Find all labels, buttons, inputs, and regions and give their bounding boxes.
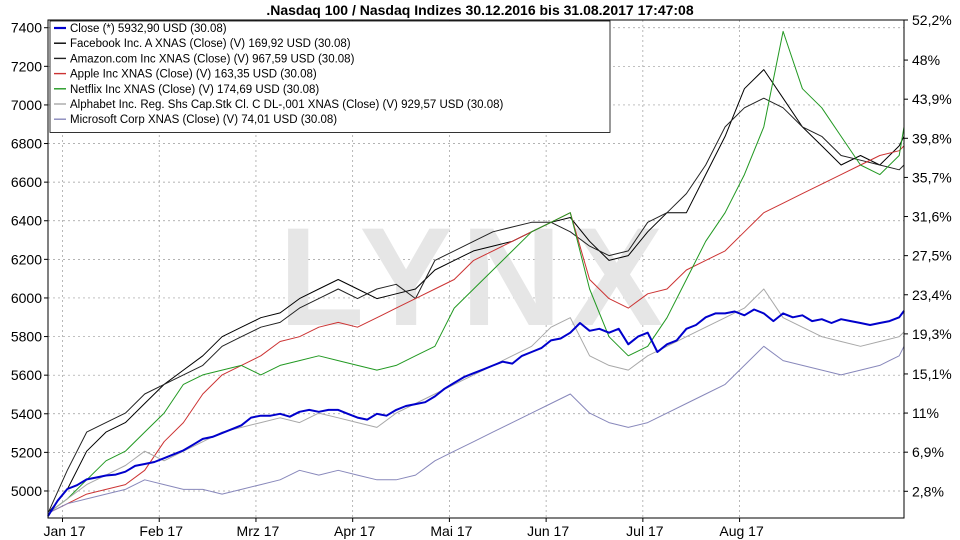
series-line	[47, 69, 905, 514]
legend: Close (*) 5932,90 USD (30.08) Facebook In…	[49, 20, 611, 133]
x-tick-label: Apr 17	[334, 523, 375, 539]
plot-frame	[47, 19, 905, 519]
x-tick-label: Mai 17	[430, 523, 472, 539]
legend-label: Amazon.com Inc XNAS (Close) (V) 967,59 U…	[70, 53, 355, 65]
left-axis: 5000 5200 5400 5600 5800 6000 6200 6400 6600 6800…	[11, 20, 48, 499]
left-tick-label: 6800	[11, 136, 42, 152]
x-tick-label: Jul 17	[626, 523, 664, 539]
series-line	[47, 345, 905, 514]
right-tick-label: 39,8%	[912, 130, 952, 146]
series-lines	[47, 30, 905, 517]
left-tick-label: 7000	[11, 97, 42, 113]
left-tick-label: 7200	[11, 58, 42, 74]
right-tick-label: 52,2%	[912, 12, 952, 28]
left-tick-label: 5000	[11, 483, 42, 499]
gridlines	[48, 20, 904, 518]
chart-title: .Nasdaq 100 / Nasdaq Indizes 30.12.2016 …	[266, 2, 693, 18]
right-tick-label: 31,6%	[912, 209, 952, 225]
x-tick-label: Mrz 17	[237, 523, 280, 539]
left-tick-label: 6000	[11, 290, 42, 306]
legend-label: Apple Inc XNAS (Close) (V) 163,35 USD (3…	[70, 69, 317, 81]
left-tick-label: 5600	[11, 367, 42, 383]
right-tick-label: 15,1%	[912, 366, 952, 382]
legend-label: Microsoft Corp XNAS (Close) (V) 74,01 US…	[70, 114, 337, 126]
right-tick-label: 43,9%	[912, 91, 952, 107]
legend-label: Alphabet Inc. Reg. Shs Cap.Stk Cl. C DL-…	[70, 99, 504, 111]
legend-label: Close (*) 5932,90 USD (30.08)	[70, 23, 227, 35]
right-tick-label: 27,5%	[912, 248, 952, 264]
right-tick-label: 48%	[912, 52, 940, 68]
left-tick-label: 7400	[11, 20, 42, 36]
left-tick-label: 5200	[11, 444, 42, 460]
series-line	[47, 30, 905, 514]
left-tick-label: 5400	[11, 406, 42, 422]
x-axis: Jan 17 Feb 17 Mrz 17 Apr 17 Mai 17 Jun 17 Jul …	[43, 518, 764, 539]
right-tick-label: 2,8%	[912, 483, 944, 499]
x-tick-label: Jan 17	[43, 523, 85, 539]
series-line	[47, 308, 905, 517]
series-line	[47, 97, 905, 514]
x-tick-label: Jun 17	[527, 523, 569, 539]
series-line	[47, 145, 905, 514]
right-tick-label: 6,9%	[912, 444, 944, 460]
legend-label: Facebook Inc. A XNAS (Close) (V) 169,92 …	[70, 38, 351, 50]
left-tick-label: 6600	[11, 174, 42, 190]
right-tick-label: 19,3%	[912, 326, 952, 342]
legend-label: Netflix Inc XNAS (Close) (V) 174,69 USD …	[70, 84, 319, 96]
right-tick-label: 23,4%	[912, 287, 952, 303]
x-tick-label: Feb 17	[139, 523, 183, 539]
right-tick-label: 11%	[912, 405, 939, 421]
x-tick-label: Aug 17	[719, 523, 764, 539]
left-tick-label: 5800	[11, 329, 42, 345]
right-tick-label: 35,7%	[912, 169, 952, 185]
left-tick-label: 6400	[11, 213, 42, 229]
right-axis: 2,8% 6,9% 11% 15,1% 19,3% 23,4% 27,5% 31,6% 35,7…	[904, 12, 952, 499]
left-tick-label: 6200	[11, 251, 42, 267]
legend-box	[49, 20, 611, 133]
